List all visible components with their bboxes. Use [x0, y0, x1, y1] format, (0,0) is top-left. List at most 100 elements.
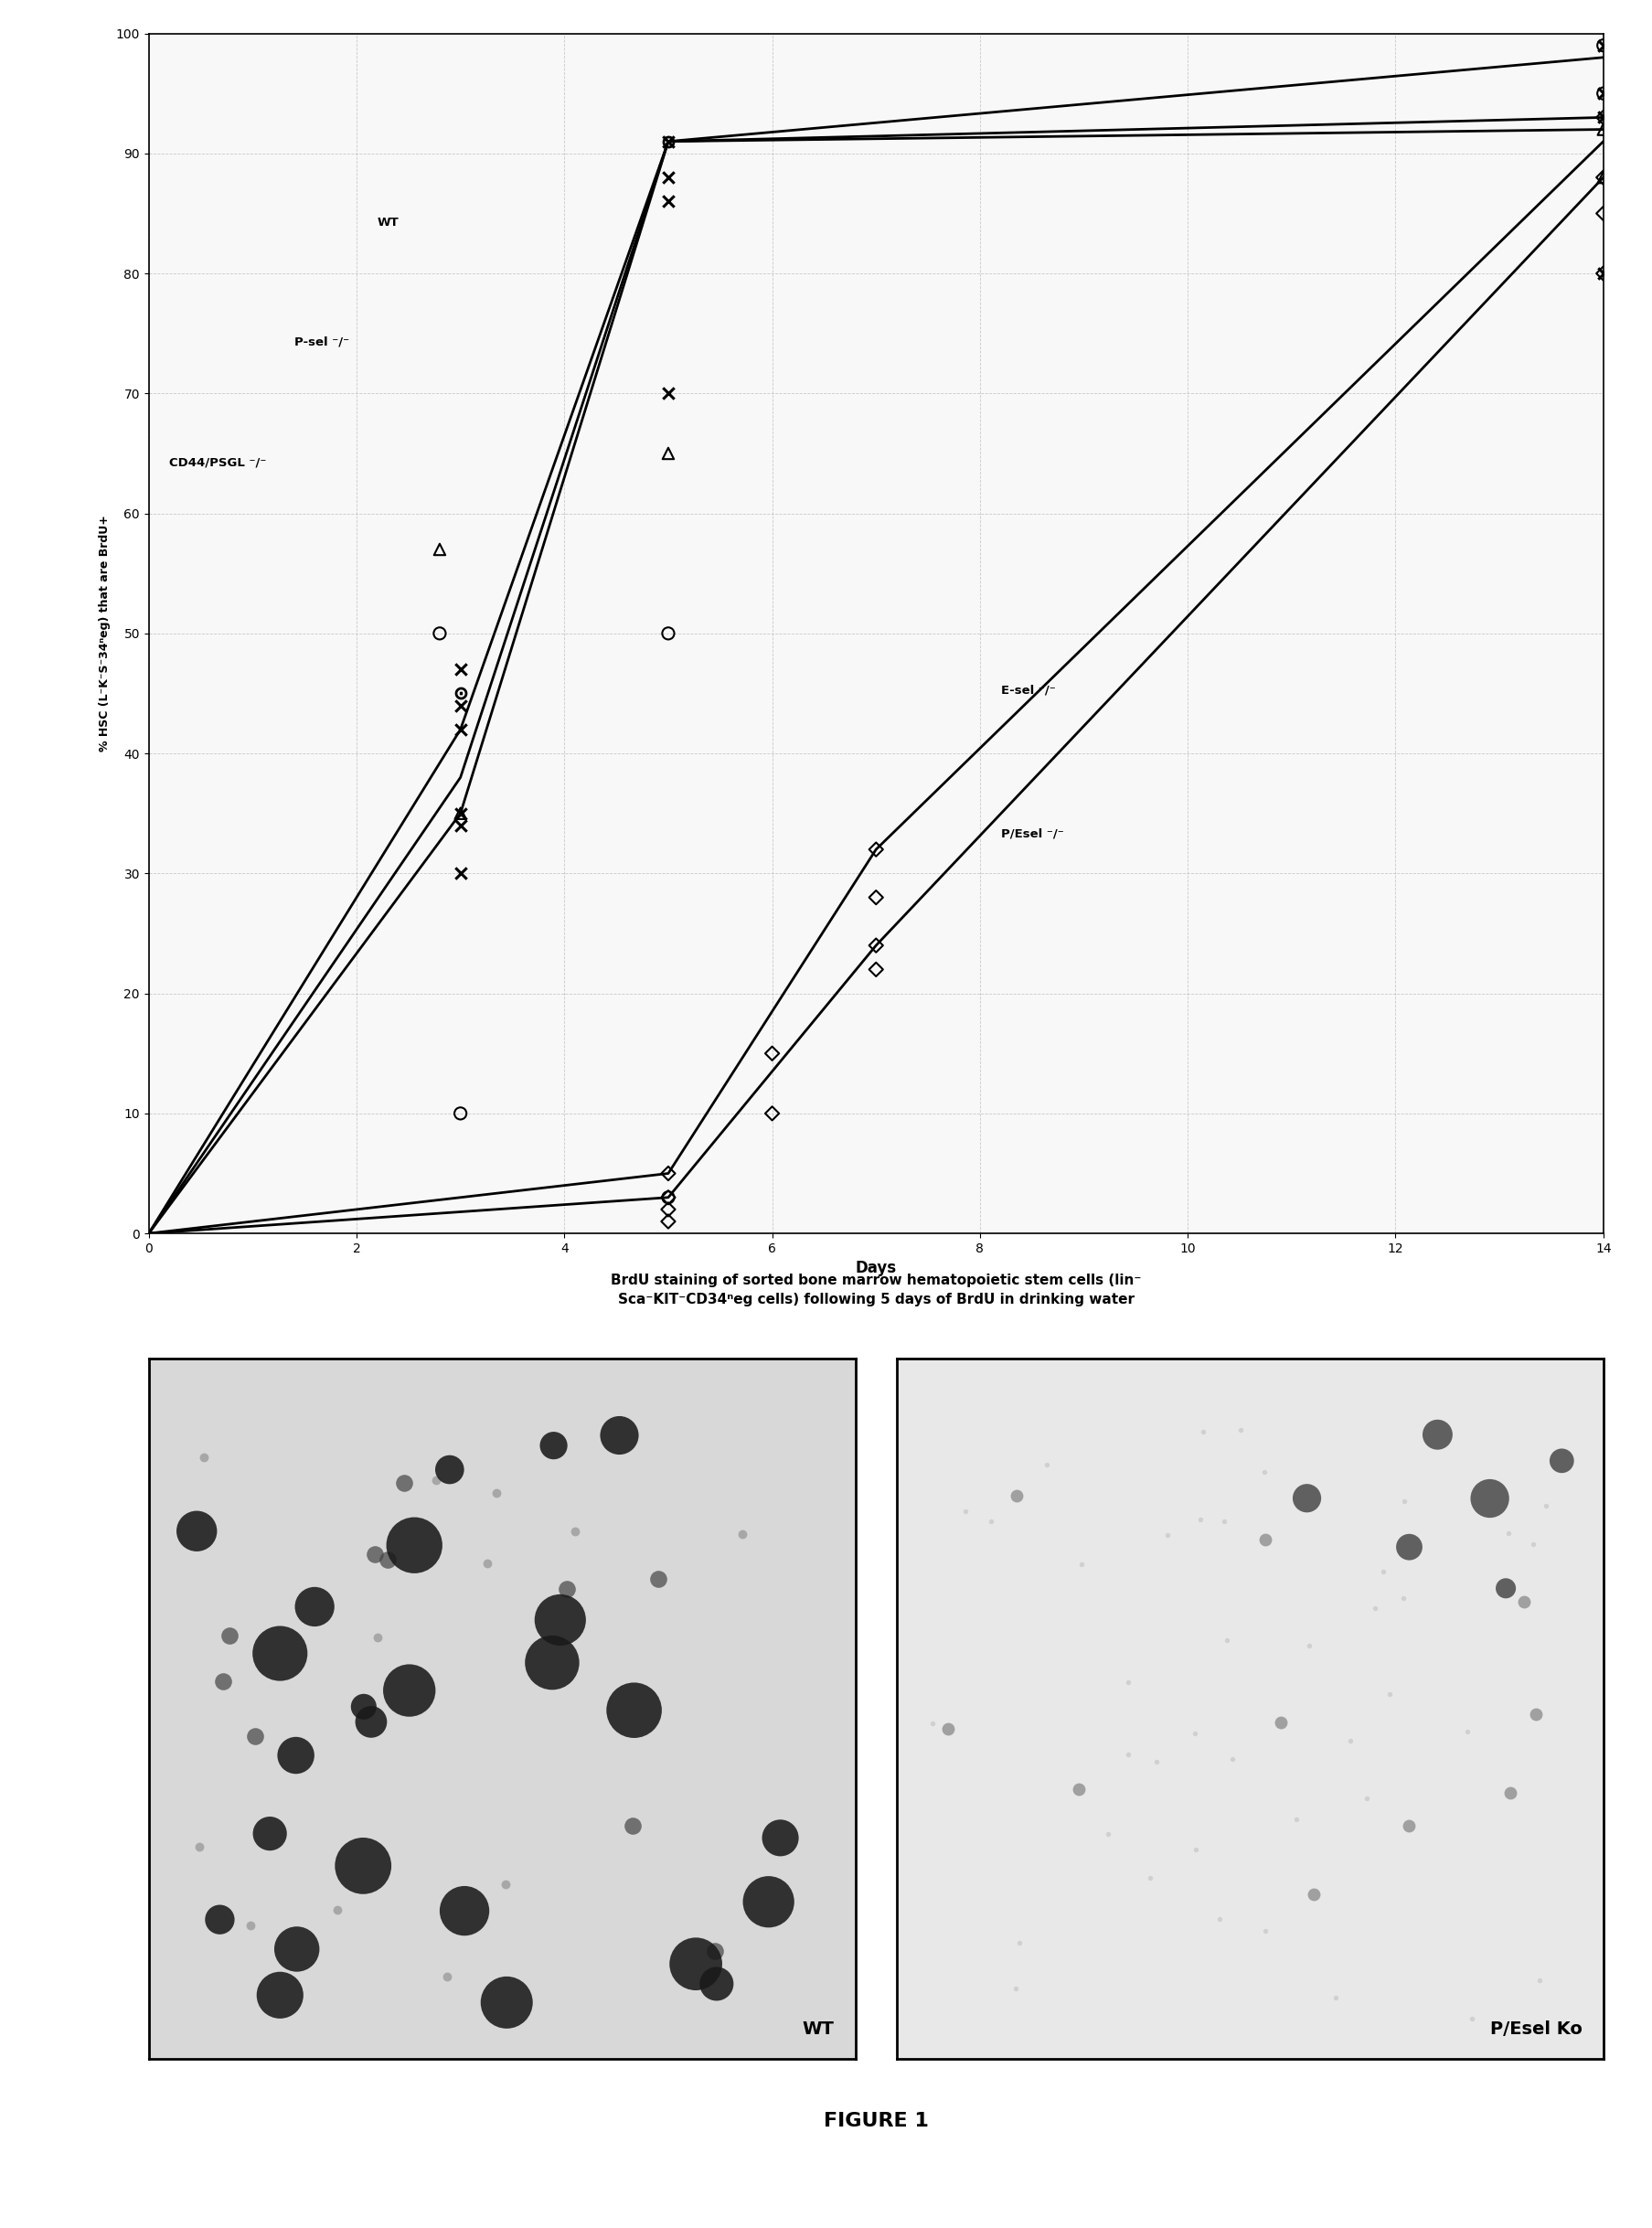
Point: [952, 1493, 978, 1528]
Point: [1531, 1488, 1558, 1524]
Point: [448, 856, 474, 891]
Point: [448, 807, 474, 842]
Point: [1454, 1713, 1480, 1749]
Point: [210, 1664, 236, 1700]
Point: [976, 1504, 1003, 1540]
Point: [426, 532, 453, 568]
Point: [1211, 1504, 1237, 1540]
Point: [1589, 256, 1616, 292]
Point: [862, 927, 889, 962]
Point: [1492, 1571, 1518, 1606]
Point: [1206, 1900, 1232, 1936]
Point: [654, 123, 681, 158]
Point: [758, 1096, 785, 1132]
Point: [1227, 1413, 1254, 1448]
Point: [654, 377, 681, 412]
Point: [1376, 1675, 1403, 1711]
Point: [1589, 27, 1616, 62]
Point: [1115, 1664, 1142, 1700]
Point: [241, 1718, 268, 1753]
Point: [1115, 1736, 1142, 1771]
Point: [606, 1417, 633, 1453]
Point: [654, 1179, 681, 1214]
Point: [1003, 1477, 1029, 1513]
Point: [492, 1867, 519, 1903]
Point: [1186, 1502, 1213, 1537]
Point: [448, 651, 474, 686]
Point: [448, 795, 474, 831]
Point: [562, 1513, 588, 1548]
Point: [1457, 2001, 1483, 2036]
Point: [729, 1517, 755, 1553]
Text: FIGURE 1: FIGURE 1: [823, 2112, 928, 2130]
Point: [1589, 100, 1616, 136]
Point: [373, 1542, 400, 1577]
Text: P/Esel ⁻/⁻: P/Esel ⁻/⁻: [999, 829, 1062, 840]
Point: [1589, 76, 1616, 111]
Point: [1032, 1446, 1059, 1482]
Point: [540, 1428, 567, 1464]
Point: [654, 160, 681, 196]
Point: [363, 1620, 390, 1655]
Point: [1510, 1584, 1536, 1620]
Point: [206, 1903, 233, 1938]
Point: [350, 1689, 377, 1724]
Point: [862, 880, 889, 916]
Point: [1548, 1444, 1574, 1479]
Point: [423, 1462, 449, 1497]
Text: E-sel ⁻/⁻: E-sel ⁻/⁻: [999, 684, 1054, 695]
Point: [539, 1644, 565, 1680]
Point: [755, 1885, 781, 1921]
Point: [1424, 1417, 1450, 1453]
Point: [682, 1945, 709, 1981]
Point: [919, 1707, 945, 1742]
Point: [1336, 1722, 1363, 1758]
Point: [1589, 27, 1616, 62]
Point: [1353, 1780, 1379, 1816]
Point: [451, 1894, 477, 1929]
Point: [216, 1618, 243, 1653]
Point: [1295, 1629, 1322, 1664]
Point: [654, 615, 681, 651]
Point: [654, 437, 681, 472]
Point: [436, 1453, 463, 1488]
Point: [484, 1475, 510, 1511]
Point: [1589, 256, 1616, 292]
Point: [1213, 1622, 1239, 1658]
Point: [1267, 1704, 1294, 1740]
Point: [324, 1892, 350, 1927]
Point: [1495, 1515, 1521, 1551]
Text: P/Esel Ko: P/Esel Ko: [1488, 2021, 1581, 2036]
Point: [190, 1439, 216, 1475]
Point: [1322, 1981, 1348, 2016]
Point: [266, 1635, 292, 1671]
Point: [183, 1513, 210, 1548]
Point: [1294, 1479, 1320, 1515]
Text: WT: WT: [377, 216, 398, 227]
Point: [654, 183, 681, 218]
Point: [448, 711, 474, 746]
Point: [1282, 1800, 1308, 1836]
Point: [862, 951, 889, 987]
Point: [1064, 1771, 1090, 1807]
Point: [1396, 1807, 1422, 1843]
Point: [1006, 1925, 1032, 1961]
Point: [1589, 100, 1616, 136]
Point: [704, 1965, 730, 2001]
Point: [644, 1562, 671, 1597]
Text: CD44/PSGL ⁻/⁻: CD44/PSGL ⁻/⁻: [170, 457, 266, 468]
Point: [1143, 1745, 1170, 1780]
Point: [1252, 1914, 1279, 1950]
Point: [1137, 1860, 1163, 1896]
Point: [1251, 1522, 1277, 1557]
Point: [700, 1932, 727, 1967]
Point: [426, 615, 453, 651]
Point: [1370, 1553, 1396, 1589]
Point: [474, 1546, 501, 1582]
Y-axis label: % HSC (L⁻K⁻S⁻34ⁿeg) that are BrdU+: % HSC (L⁻K⁻S⁻34ⁿeg) that are BrdU+: [99, 515, 111, 751]
Point: [1497, 1776, 1523, 1811]
Point: [1189, 1415, 1216, 1450]
Point: [284, 1932, 311, 1967]
Point: [282, 1738, 309, 1773]
Point: [862, 831, 889, 867]
